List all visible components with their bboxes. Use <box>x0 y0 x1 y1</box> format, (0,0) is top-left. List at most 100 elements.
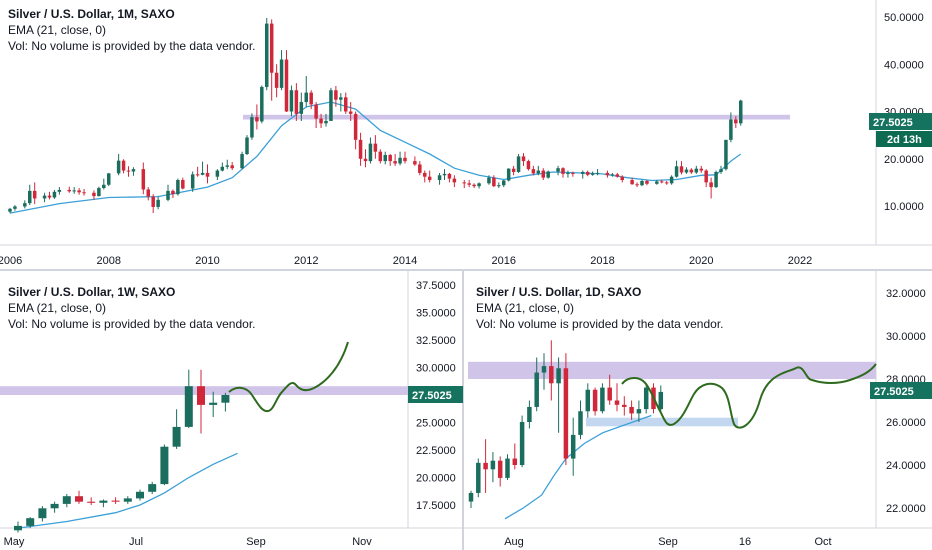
monthly-x-tick: 2014 <box>393 255 417 267</box>
monthly-candle-body <box>260 86 264 122</box>
weekly-chart-panel[interactable]: 37.500035.000032.500030.000027.500025.00… <box>0 271 463 548</box>
monthly-candle <box>423 170 427 183</box>
monthly-candle <box>363 149 368 168</box>
monthly-candle <box>294 83 299 121</box>
weekly-price-tag: 27.5025 <box>408 386 463 403</box>
daily-zone-rect-lower[interactable] <box>586 417 738 427</box>
daily-candle <box>578 400 583 440</box>
monthly-candle-body <box>72 190 76 192</box>
monthly-candle-body <box>171 190 175 195</box>
weekly-candle <box>111 497 120 504</box>
daily-zone-rect-upper[interactable] <box>468 361 876 379</box>
daily-time-axis[interactable]: Aug Sep 16 Oct <box>504 536 831 548</box>
monthly-candle-body <box>719 169 723 172</box>
monthly-candle <box>590 171 595 176</box>
daily-candle-body <box>476 462 481 493</box>
weekly-y-tick: 25.0000 <box>416 418 456 430</box>
daily-projection-drawing[interactable] <box>621 363 877 429</box>
monthly-candle-body <box>146 189 150 197</box>
monthly-candle-body <box>571 172 575 174</box>
monthly-candle-body <box>655 181 659 184</box>
monthly-candle-body <box>581 171 585 174</box>
monthly-candle-body <box>403 157 407 162</box>
daily-candle <box>658 385 664 412</box>
daily-candle <box>497 456 503 487</box>
monthly-zone-rect[interactable] <box>243 114 790 120</box>
monthly-candle-body <box>506 168 511 181</box>
monthly-candle-body <box>373 143 378 152</box>
daily-x-tick: Aug <box>504 536 524 548</box>
monthly-candle <box>635 182 639 188</box>
monthly-candle-body <box>729 119 733 140</box>
monthly-candle <box>353 111 358 150</box>
monthly-time-axis[interactable]: 2006 2008 2010 2012 2014 2016 2018 2020 2022 <box>0 255 812 267</box>
weekly-time-axis[interactable]: May Jul Sep Nov <box>4 536 373 548</box>
monthly-candle <box>220 162 225 172</box>
weekly-projection-drawing[interactable] <box>228 341 349 413</box>
monthly-candle <box>28 184 32 206</box>
weekly-x-tick: Nov <box>352 536 372 548</box>
weekly-indicator-label: EMA (21, close, 0) <box>8 301 106 315</box>
monthly-candle <box>734 116 738 129</box>
monthly-y-tick: 40.0000 <box>884 59 924 71</box>
monthly-candle-body <box>630 180 634 185</box>
weekly-candle <box>184 369 193 428</box>
monthly-candle <box>181 177 185 190</box>
monthly-candle-body <box>590 173 595 175</box>
monthly-candle-body <box>319 118 323 124</box>
monthly-x-tick: 2012 <box>294 255 318 267</box>
monthly-candle <box>205 164 210 184</box>
daily-candle-body <box>658 391 664 410</box>
monthly-candle <box>57 187 62 195</box>
daily-price-tag-text: 27.5025 <box>874 386 914 398</box>
monthly-candle <box>230 162 234 171</box>
monthly-candle <box>77 188 81 195</box>
monthly-candle-body <box>265 23 269 87</box>
monthly-candle <box>102 178 106 190</box>
monthly-resistance-zone[interactable] <box>243 114 790 120</box>
weekly-candle-body <box>38 508 47 519</box>
monthly-candle <box>492 175 496 188</box>
monthly-candle-body <box>269 23 274 73</box>
monthly-candle-body <box>47 195 52 198</box>
monthly-candle <box>166 184 170 202</box>
weekly-ema-path <box>17 452 238 529</box>
monthly-candle <box>131 167 136 176</box>
daily-resistance-zones[interactable] <box>468 361 876 427</box>
monthly-candle <box>329 87 333 121</box>
monthly-candle <box>502 180 506 188</box>
monthly-candle-body <box>13 206 17 209</box>
daily-x-tick: 16 <box>739 536 751 548</box>
monthly-candle <box>418 161 422 176</box>
monthly-candle-body <box>8 208 12 212</box>
daily-candle <box>563 353 569 465</box>
daily-chart-panel[interactable]: 32.000030.000028.000026.000024.000022.00… <box>464 271 932 548</box>
monthly-candle-body <box>709 182 713 188</box>
monthly-candle <box>156 196 160 210</box>
monthly-candle-body <box>521 156 526 162</box>
daily-indicator-label: EMA (21, close, 0) <box>476 301 574 315</box>
monthly-candle <box>516 154 521 173</box>
daily-candle <box>468 490 474 508</box>
monthly-price-tag: 27.5025 2d 13h <box>869 113 932 147</box>
monthly-candle <box>674 160 679 178</box>
monthly-candle-body <box>526 161 531 170</box>
daily-candle <box>600 383 605 414</box>
monthly-candle-body <box>304 92 308 103</box>
monthly-candle-body <box>348 111 353 114</box>
monthly-candle-body <box>195 174 200 176</box>
monthly-candle-body <box>669 176 674 184</box>
monthly-candle-body <box>97 188 101 197</box>
weekly-x-tick: May <box>4 536 25 548</box>
daily-candle-body <box>614 400 620 405</box>
monthly-candle <box>121 159 126 174</box>
monthly-candle <box>240 151 244 170</box>
monthly-candle-body <box>694 168 699 173</box>
monthly-candle-body <box>329 90 333 121</box>
monthly-candle <box>260 85 264 124</box>
daily-candle <box>541 353 547 390</box>
weekly-x-tick: Sep <box>246 536 266 548</box>
daily-candle-body <box>622 404 627 407</box>
